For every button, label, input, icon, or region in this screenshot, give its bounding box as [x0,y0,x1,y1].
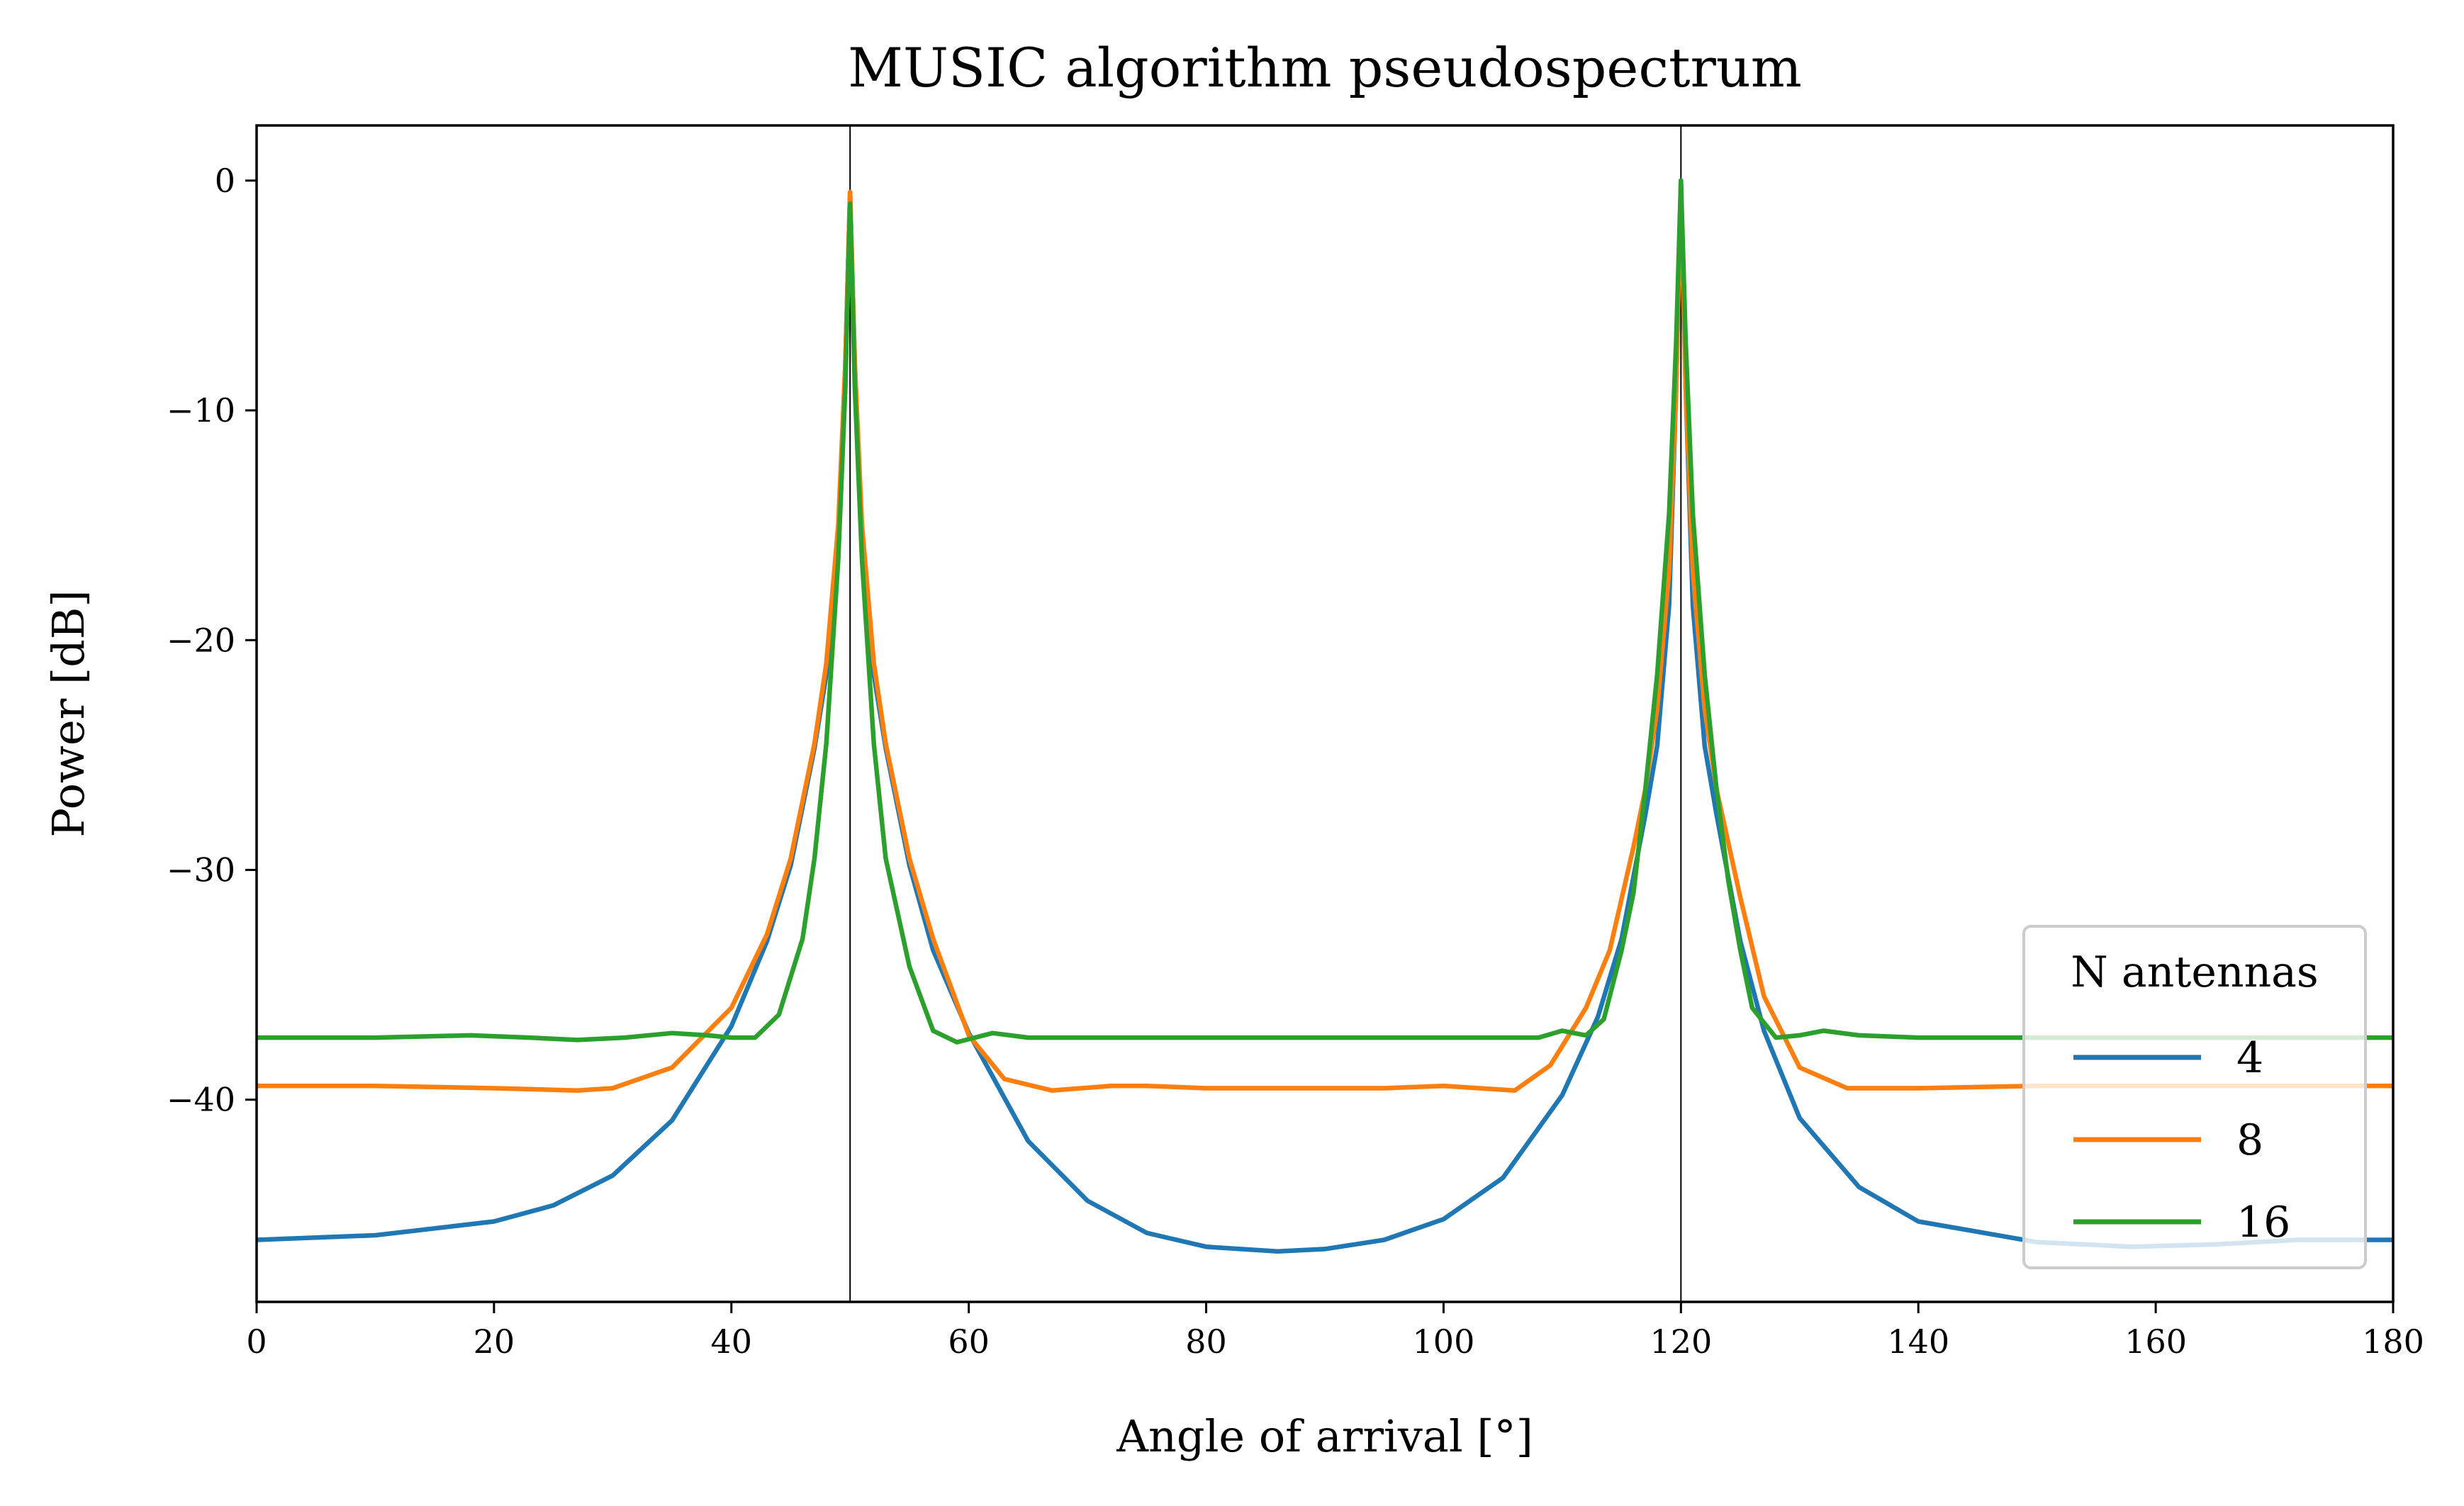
x-tick-label: 60 [948,1322,990,1361]
x-tick-label: 80 [1185,1322,1227,1361]
series-layer [257,178,2393,1254]
reference-lines [849,125,1682,1302]
legend: N antennas 4 8 16 [2022,925,2367,1269]
legend-title: N antennas [2071,948,2318,997]
x-tick-label: 20 [474,1322,515,1361]
x-tick-label: 40 [711,1322,753,1361]
legend-label-4: 4 [2236,1033,2263,1083]
y-tick-label: −30 [167,850,235,889]
legend-box [2022,925,2367,1269]
legend-label-16: 16 [2236,1198,2290,1247]
x-axis: 0 20 40 60 80 100 120 140 160 180 [246,1302,2424,1361]
y-axis-label: Power [dB] [43,590,94,837]
y-tick-label: −40 [167,1081,235,1119]
x-tick-label: 100 [1413,1322,1475,1361]
x-axis-label: Angle of arrival [°] [1116,1410,1533,1462]
y-tick-label: −10 [167,391,235,429]
y-axis: 0 −10 −20 −30 −40 [167,162,257,1119]
x-tick-label: 180 [2362,1322,2424,1361]
y-tick-label: −20 [167,621,235,659]
legend-label-8: 8 [2236,1116,2263,1165]
plot-frame [255,124,2395,1303]
x-tick-label: 0 [246,1322,267,1361]
x-tick-label: 140 [1887,1322,1949,1361]
chart-title: MUSIC algorithm pseudospectrum [848,36,1802,99]
series-line-16 [257,178,2393,1045]
x-tick-label: 160 [2124,1322,2187,1361]
y-tick-label: 0 [215,162,235,200]
x-tick-label: 120 [1650,1322,1712,1361]
